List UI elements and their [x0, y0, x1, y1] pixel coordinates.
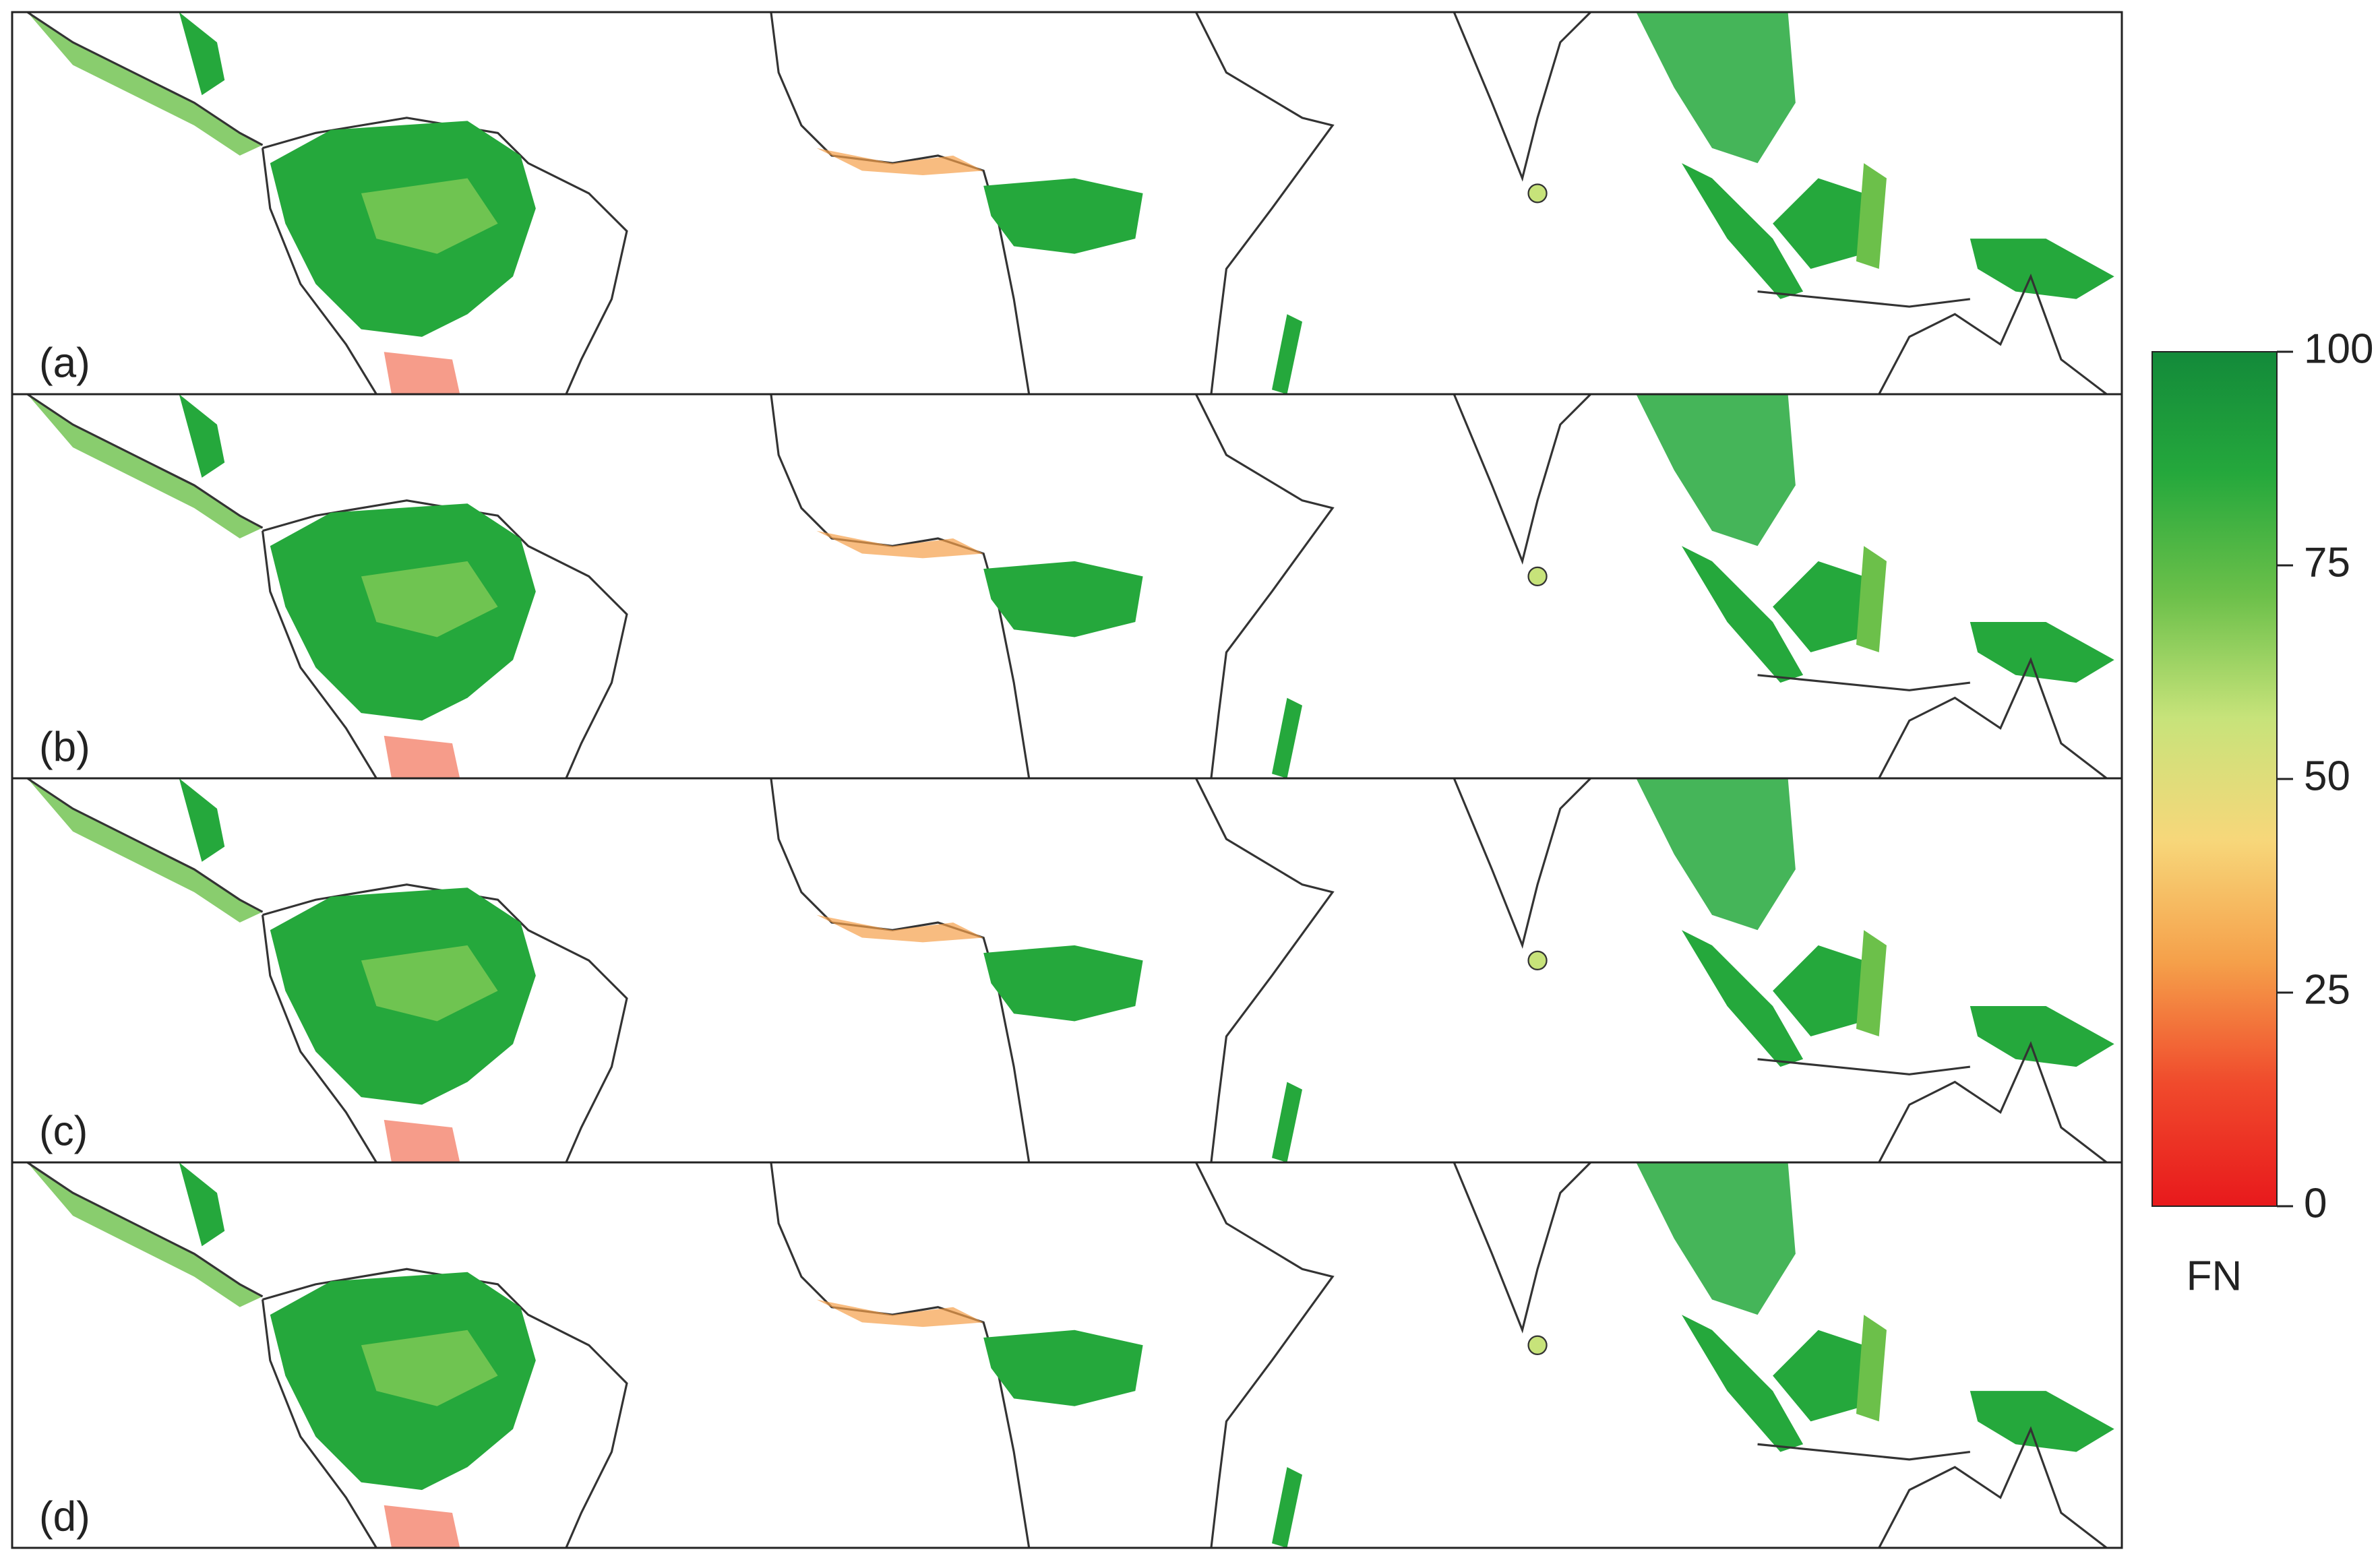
colorbar-tick-label: 0 [2304, 1180, 2327, 1226]
map [26, 394, 2116, 778]
map [26, 778, 2116, 1162]
panel-label: (d) [39, 1493, 90, 1540]
colorbar-scale [2152, 351, 2278, 1207]
panel-label: (b) [39, 724, 90, 770]
colorbar-tick-label: 50 [2304, 753, 2350, 799]
panel-label: (c) [39, 1108, 88, 1154]
map-panels: (a) (b) (c) (d) [11, 11, 2123, 1549]
map [26, 12, 2116, 394]
panel-frame [11, 1161, 2123, 1549]
map-panel: (d) [11, 1161, 2123, 1549]
map-panel: (a) [11, 11, 2123, 396]
colorbar-tick-label: 75 [2304, 539, 2350, 586]
colorbar-label: FN [2187, 1253, 2242, 1299]
panel-label: (a) [39, 340, 90, 386]
map-panel: (c) [11, 777, 2123, 1164]
colorbar-tick-label: 25 [2304, 966, 2350, 1013]
map-panel: (b) [11, 393, 2123, 780]
colorbar-tick-label: 100 [2304, 325, 2373, 372]
map [26, 1162, 2116, 1548]
colorbar: 0 25 50 75 100 [2152, 325, 2373, 1226]
